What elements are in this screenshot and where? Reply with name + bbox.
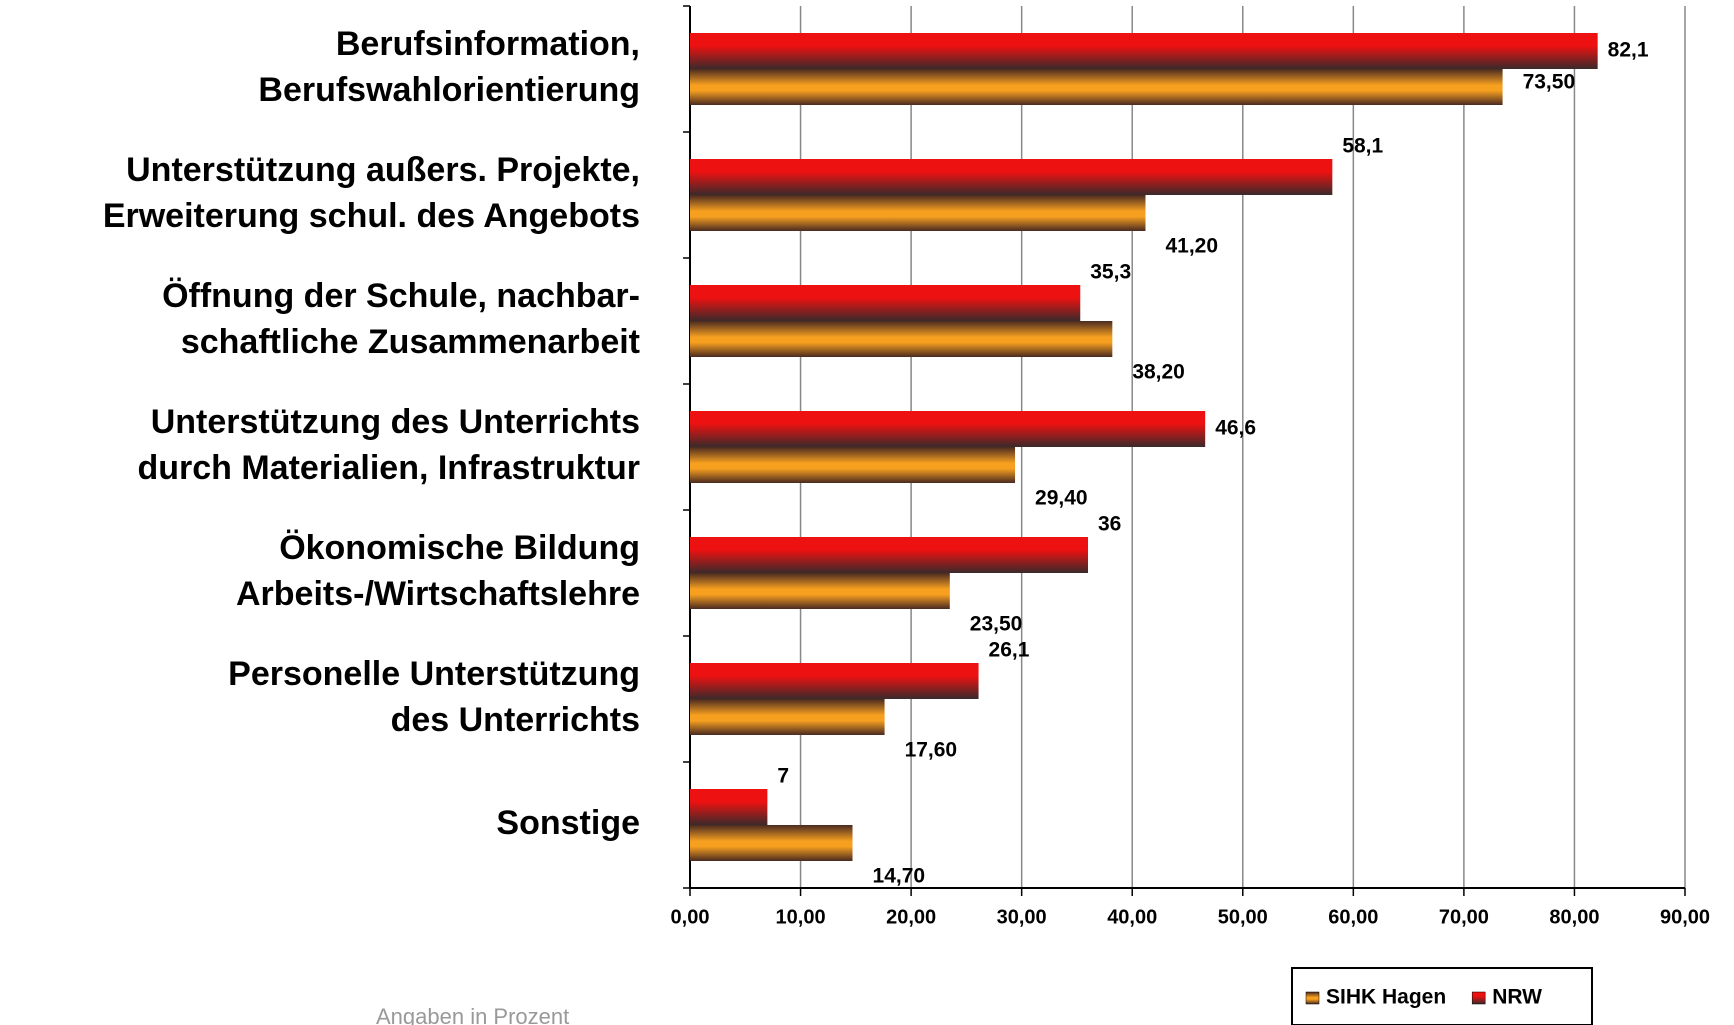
value-label: 29,40 <box>1035 487 1088 510</box>
value-label: 23,50 <box>970 613 1023 636</box>
x-tick-label: 90,00 <box>1660 906 1710 928</box>
value-label: 41,20 <box>1165 235 1218 258</box>
value-label: 46,6 <box>1215 417 1256 440</box>
bar <box>690 537 1088 573</box>
bar <box>690 699 885 735</box>
legend-swatch <box>1306 992 1319 1004</box>
value-label: 7 <box>777 765 789 788</box>
value-label: 38,20 <box>1132 361 1185 384</box>
bar <box>690 447 1015 483</box>
value-label: 17,60 <box>905 739 958 762</box>
x-tick-label: 30,00 <box>997 906 1047 928</box>
x-tick-label: 80,00 <box>1549 906 1599 928</box>
x-tick-label: 40,00 <box>1107 906 1157 928</box>
category-label: Unterstützung außers. Projekte,Erweiteru… <box>103 151 640 235</box>
bar <box>690 321 1112 357</box>
x-tick-label: 20,00 <box>886 906 936 928</box>
value-label: 58,1 <box>1342 135 1383 158</box>
x-tick-label: 10,00 <box>776 906 826 928</box>
legend-label: SIHK Hagen <box>1326 986 1446 1009</box>
value-label: 73,50 <box>1523 71 1576 94</box>
chart: Angaben in Prozent 0,00 10,00 20,00 30,00 40… <box>0 0 1734 1025</box>
bar <box>690 195 1145 231</box>
value-label: 26,1 <box>989 639 1030 662</box>
bar <box>690 573 950 609</box>
bar <box>690 663 979 699</box>
legend-swatch <box>1472 992 1485 1004</box>
category-label: Sonstige <box>496 804 640 842</box>
value-label: 82,1 <box>1608 39 1649 62</box>
value-label: 35,3 <box>1090 261 1131 284</box>
x-tick-label: 50,00 <box>1218 906 1268 928</box>
category-label: Öffnung der Schule, nachbar-schaftliche … <box>162 277 640 361</box>
value-label: 14,70 <box>873 865 926 888</box>
category-label: Berufsinformation,Berufswahlorientierung <box>258 25 640 109</box>
bar <box>690 69 1503 105</box>
bar <box>690 159 1332 195</box>
x-tick-label: 0,00 <box>671 906 710 928</box>
x-tick-label: 70,00 <box>1439 906 1489 928</box>
bar <box>690 789 767 825</box>
bar <box>690 33 1598 69</box>
x-tick-label: 60,00 <box>1328 906 1378 928</box>
bar <box>690 411 1205 447</box>
note: Angaben in Prozent <box>376 1004 569 1025</box>
bar <box>690 825 853 861</box>
legend-label: NRW <box>1492 986 1542 1009</box>
bar <box>690 285 1080 321</box>
value-label: 36 <box>1098 513 1121 536</box>
